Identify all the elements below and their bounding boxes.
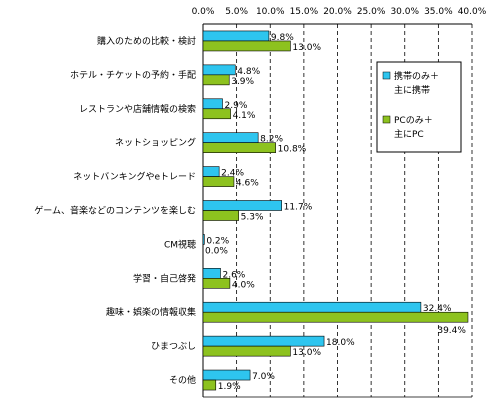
data-label-series-2-8: 4.0% <box>232 280 255 290</box>
bar-series-1-9 <box>202 301 422 313</box>
data-label-series-1-9: 32.4% <box>423 304 452 314</box>
bar-series-2-1 <box>202 40 291 52</box>
legend: 携帯のみ＋ 主に携帯 PCのみ＋ 主にPC <box>376 61 462 153</box>
bar-series-1-11 <box>202 369 251 381</box>
bar-series-2-10 <box>202 345 291 357</box>
data-label-series-2-9: 39.4% <box>437 326 466 336</box>
bar-series-1-2 <box>202 64 236 76</box>
data-label-series-1-7: 0.2% <box>206 236 229 246</box>
x-tick-label-0: 0.0% <box>192 7 215 17</box>
data-label-series-2-1: 13.0% <box>292 43 321 53</box>
bar-series-2-5 <box>202 176 235 187</box>
legend-swatch-series-2 <box>382 115 391 124</box>
category-label-10: ひまつぶし <box>151 341 196 352</box>
x-tick-label-6: 30.0% <box>390 7 419 17</box>
data-label-series-1-10: 18.0% <box>326 338 355 348</box>
legend-label-series-1-line-2: 主に携帯 <box>394 84 430 96</box>
bar-series-2-8 <box>202 278 231 289</box>
category-label-11: その他 <box>169 374 196 386</box>
data-label-series-1-8: 2.6% <box>222 270 245 280</box>
bars-layer <box>202 30 469 391</box>
bar-series-1-1 <box>202 30 270 42</box>
category-label-3: レストランや店舗情報の検索 <box>79 103 196 115</box>
bar-series-2-3 <box>202 108 231 120</box>
data-label-series-1-11: 7.0% <box>252 372 275 382</box>
category-labels: 購入のための比較・検討ホテル・チケットの予約・手配レストランや店舗情報の検索ネッ… <box>34 35 196 386</box>
bar-series-2-6 <box>202 210 239 221</box>
bar-series-1-7 <box>202 234 205 245</box>
bar-series-1-8 <box>202 268 221 279</box>
category-label-2: ホテル・チケットの予約・手配 <box>70 69 196 81</box>
legend-swatch-series-1 <box>382 71 391 80</box>
grid-layer <box>202 23 473 398</box>
legend-label-series-2-line-2: 主にPC <box>394 128 424 140</box>
bar-series-1-3 <box>202 98 223 110</box>
category-label-9: 趣味・娯楽の情報収集 <box>106 306 196 318</box>
bar-series-1-5 <box>202 166 220 177</box>
data-label-series-1-5: 2.4% <box>221 169 244 179</box>
bar-series-2-11 <box>202 379 217 391</box>
bar-series-1-10 <box>202 335 325 347</box>
x-tick-label-1: 5.0% <box>225 7 248 17</box>
bar-series-1-6 <box>202 200 282 211</box>
x-tick-label-3: 15.0% <box>290 7 319 17</box>
data-label-series-1-4: 8.2% <box>260 135 283 145</box>
x-tick-label-5: 25.0% <box>357 7 386 17</box>
data-label-series-1-2: 4.8% <box>237 67 260 77</box>
category-label-1: 購入のための比較・検討 <box>97 35 196 47</box>
category-label-5: ネットバンキングやeトレード <box>73 171 196 183</box>
data-label-series-1-6: 11.7% <box>284 203 313 213</box>
bar-series-2-9 <box>202 311 469 323</box>
legend-label-series-1-line-1: 携帯のみ＋ <box>394 70 439 82</box>
x-tick-label-7: 35.0% <box>424 7 453 17</box>
category-label-7: CM視聴 <box>164 238 196 250</box>
data-label-series-2-3: 4.1% <box>233 111 256 121</box>
legend-box <box>376 61 462 153</box>
data-label-series-2-11: 1.9% <box>218 382 241 392</box>
category-label-6: ゲーム、音楽などのコンテンツを楽しむ <box>34 205 196 217</box>
x-tick-label-4: 20.0% <box>323 7 352 17</box>
category-label-8: 学習・自己啓発 <box>133 272 196 284</box>
data-label-series-2-10: 13.0% <box>292 348 321 358</box>
data-label-series-2-2: 3.9% <box>231 77 254 87</box>
data-labels: 9.8%13.0%4.8%3.9%2.9%4.1%8.2%10.8%2.4%4.… <box>205 33 466 392</box>
data-label-series-2-4: 10.8% <box>278 145 307 155</box>
data-label-series-2-6: 5.3% <box>241 213 264 223</box>
bar-series-2-4 <box>202 142 276 153</box>
bar-series-1-4 <box>202 132 259 143</box>
data-label-series-2-5: 4.6% <box>236 179 259 189</box>
legend-label-series-2-line-1: PCのみ＋ <box>394 115 433 126</box>
bar-series-2-2 <box>202 74 230 86</box>
x-tick-label-8: 40.0% <box>458 7 487 17</box>
category-label-4: ネットショッピング <box>115 137 196 149</box>
data-label-series-1-1: 9.8% <box>271 33 294 43</box>
x-tick-label-2: 10.0% <box>256 7 285 17</box>
data-label-series-2-7: 0.0% <box>205 246 228 256</box>
x-axis-ticks: 0.0% 5.0% 10.0% 15.0% 20.0% 25.0% 30.0% 35.0% 40… <box>192 7 487 17</box>
data-label-series-1-3: 2.9% <box>225 101 248 111</box>
